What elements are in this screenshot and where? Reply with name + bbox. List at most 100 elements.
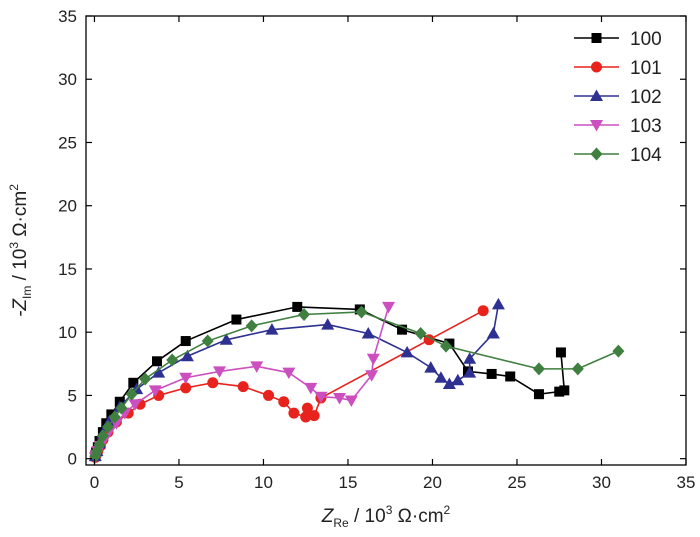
legend-item-102: 102 (574, 87, 662, 108)
plot-frame (85, 15, 687, 466)
data-point-103 (333, 392, 347, 405)
data-point-103 (128, 399, 142, 411)
y-tick-label: 35 (58, 7, 77, 26)
data-point-104 (96, 429, 109, 443)
data-point-100 (505, 371, 516, 382)
data-point-103 (314, 391, 328, 404)
data-point-102 (491, 297, 505, 310)
x-tick-label: 25 (508, 473, 527, 492)
series-layer (88, 297, 625, 464)
x-tick-label: 0 (90, 473, 99, 492)
y-tick-label: 5 (68, 386, 77, 405)
x-tick-label: 5 (174, 473, 183, 492)
data-point-101 (308, 410, 320, 422)
x-tick-label: 20 (423, 473, 442, 492)
y-axis-title: -ZIm / 103 Ω·cm2 (7, 184, 34, 317)
data-point-101 (207, 377, 219, 389)
data-point-103 (382, 301, 396, 314)
data-point-102 (486, 326, 500, 339)
data-point-103 (304, 382, 318, 395)
x-tick-label: 15 (339, 473, 358, 492)
data-point-103 (365, 370, 379, 382)
data-point-101 (278, 396, 290, 408)
x-tick-label: 10 (254, 473, 273, 492)
data-point-100 (555, 347, 566, 358)
data-point-102 (442, 377, 456, 390)
legend-label: 103 (630, 116, 662, 137)
data-point-100 (128, 377, 139, 388)
data-point-101 (301, 402, 313, 414)
data-point-100 (180, 336, 191, 347)
data-point-102 (400, 345, 414, 358)
data-point-102 (180, 349, 194, 362)
legend-marker (591, 61, 602, 73)
data-point-102 (463, 366, 477, 378)
legend: 100 101 102 103 104 (574, 29, 662, 166)
data-point-101 (300, 411, 312, 423)
legend-marker (591, 33, 602, 43)
data-point-103 (366, 353, 380, 366)
data-point-104 (612, 344, 625, 358)
data-point-102 (434, 371, 448, 383)
data-point-104 (108, 410, 121, 424)
data-point-102 (424, 361, 438, 373)
legend-item-103: 103 (574, 116, 662, 137)
axis-ticks: 0 5 10 15 20 25 30 35 0 5 10 15 20 25 30 35 (58, 7, 695, 492)
data-point-100 (397, 324, 408, 335)
data-point-103 (179, 372, 193, 385)
data-point-104 (115, 401, 128, 415)
data-point-103 (213, 366, 227, 378)
data-point-104 (532, 362, 545, 376)
x-tick-label: 35 (677, 473, 696, 492)
data-point-102 (152, 366, 166, 378)
data-point-101 (263, 389, 275, 401)
legend-label: 101 (630, 58, 662, 79)
y-tick-label: 30 (58, 70, 77, 89)
data-point-101 (180, 382, 192, 394)
legend-label: 104 (630, 145, 662, 166)
legend-marker (590, 147, 603, 161)
series-102 (88, 297, 505, 462)
data-point-102 (265, 323, 279, 335)
y-tick-label: 10 (58, 323, 77, 342)
legend-item-104: 104 (574, 145, 662, 166)
data-point-102 (361, 326, 375, 339)
data-point-104 (440, 339, 452, 353)
data-point-103 (282, 367, 296, 380)
data-point-100 (151, 356, 162, 367)
data-point-104 (125, 387, 138, 401)
data-point-104 (166, 353, 179, 367)
legend-marker (590, 120, 603, 132)
data-point-103 (148, 385, 162, 397)
data-point-100 (292, 301, 303, 312)
y-tick-label: 20 (58, 197, 77, 216)
y-tick-label: 25 (58, 133, 77, 152)
data-point-103 (344, 395, 358, 407)
data-point-104 (201, 334, 214, 348)
data-point-101 (288, 407, 300, 419)
series-line-104 (94, 311, 619, 457)
data-point-104 (414, 326, 427, 340)
data-point-104 (571, 362, 584, 376)
data-point-104 (245, 319, 258, 333)
legend-item-100: 100 (574, 29, 662, 50)
data-point-101 (237, 381, 249, 393)
x-axis-title: ZRe / 103 Ω·cm2 (321, 503, 451, 530)
series-104 (89, 305, 625, 463)
y-tick-label: 0 (68, 450, 77, 469)
data-point-104 (355, 305, 368, 319)
data-point-100 (231, 314, 242, 325)
legend-label: 102 (630, 87, 662, 108)
data-point-100 (486, 368, 497, 379)
data-point-103 (250, 361, 264, 373)
data-point-100 (533, 389, 544, 400)
data-point-101 (477, 305, 489, 317)
y-tick-label: 15 (58, 260, 77, 279)
data-point-104 (101, 420, 114, 434)
data-point-100 (559, 385, 570, 396)
data-point-104 (298, 307, 311, 321)
legend-label: 100 (630, 29, 662, 50)
legend-item-101: 101 (574, 58, 662, 79)
x-tick-label: 30 (592, 473, 611, 492)
